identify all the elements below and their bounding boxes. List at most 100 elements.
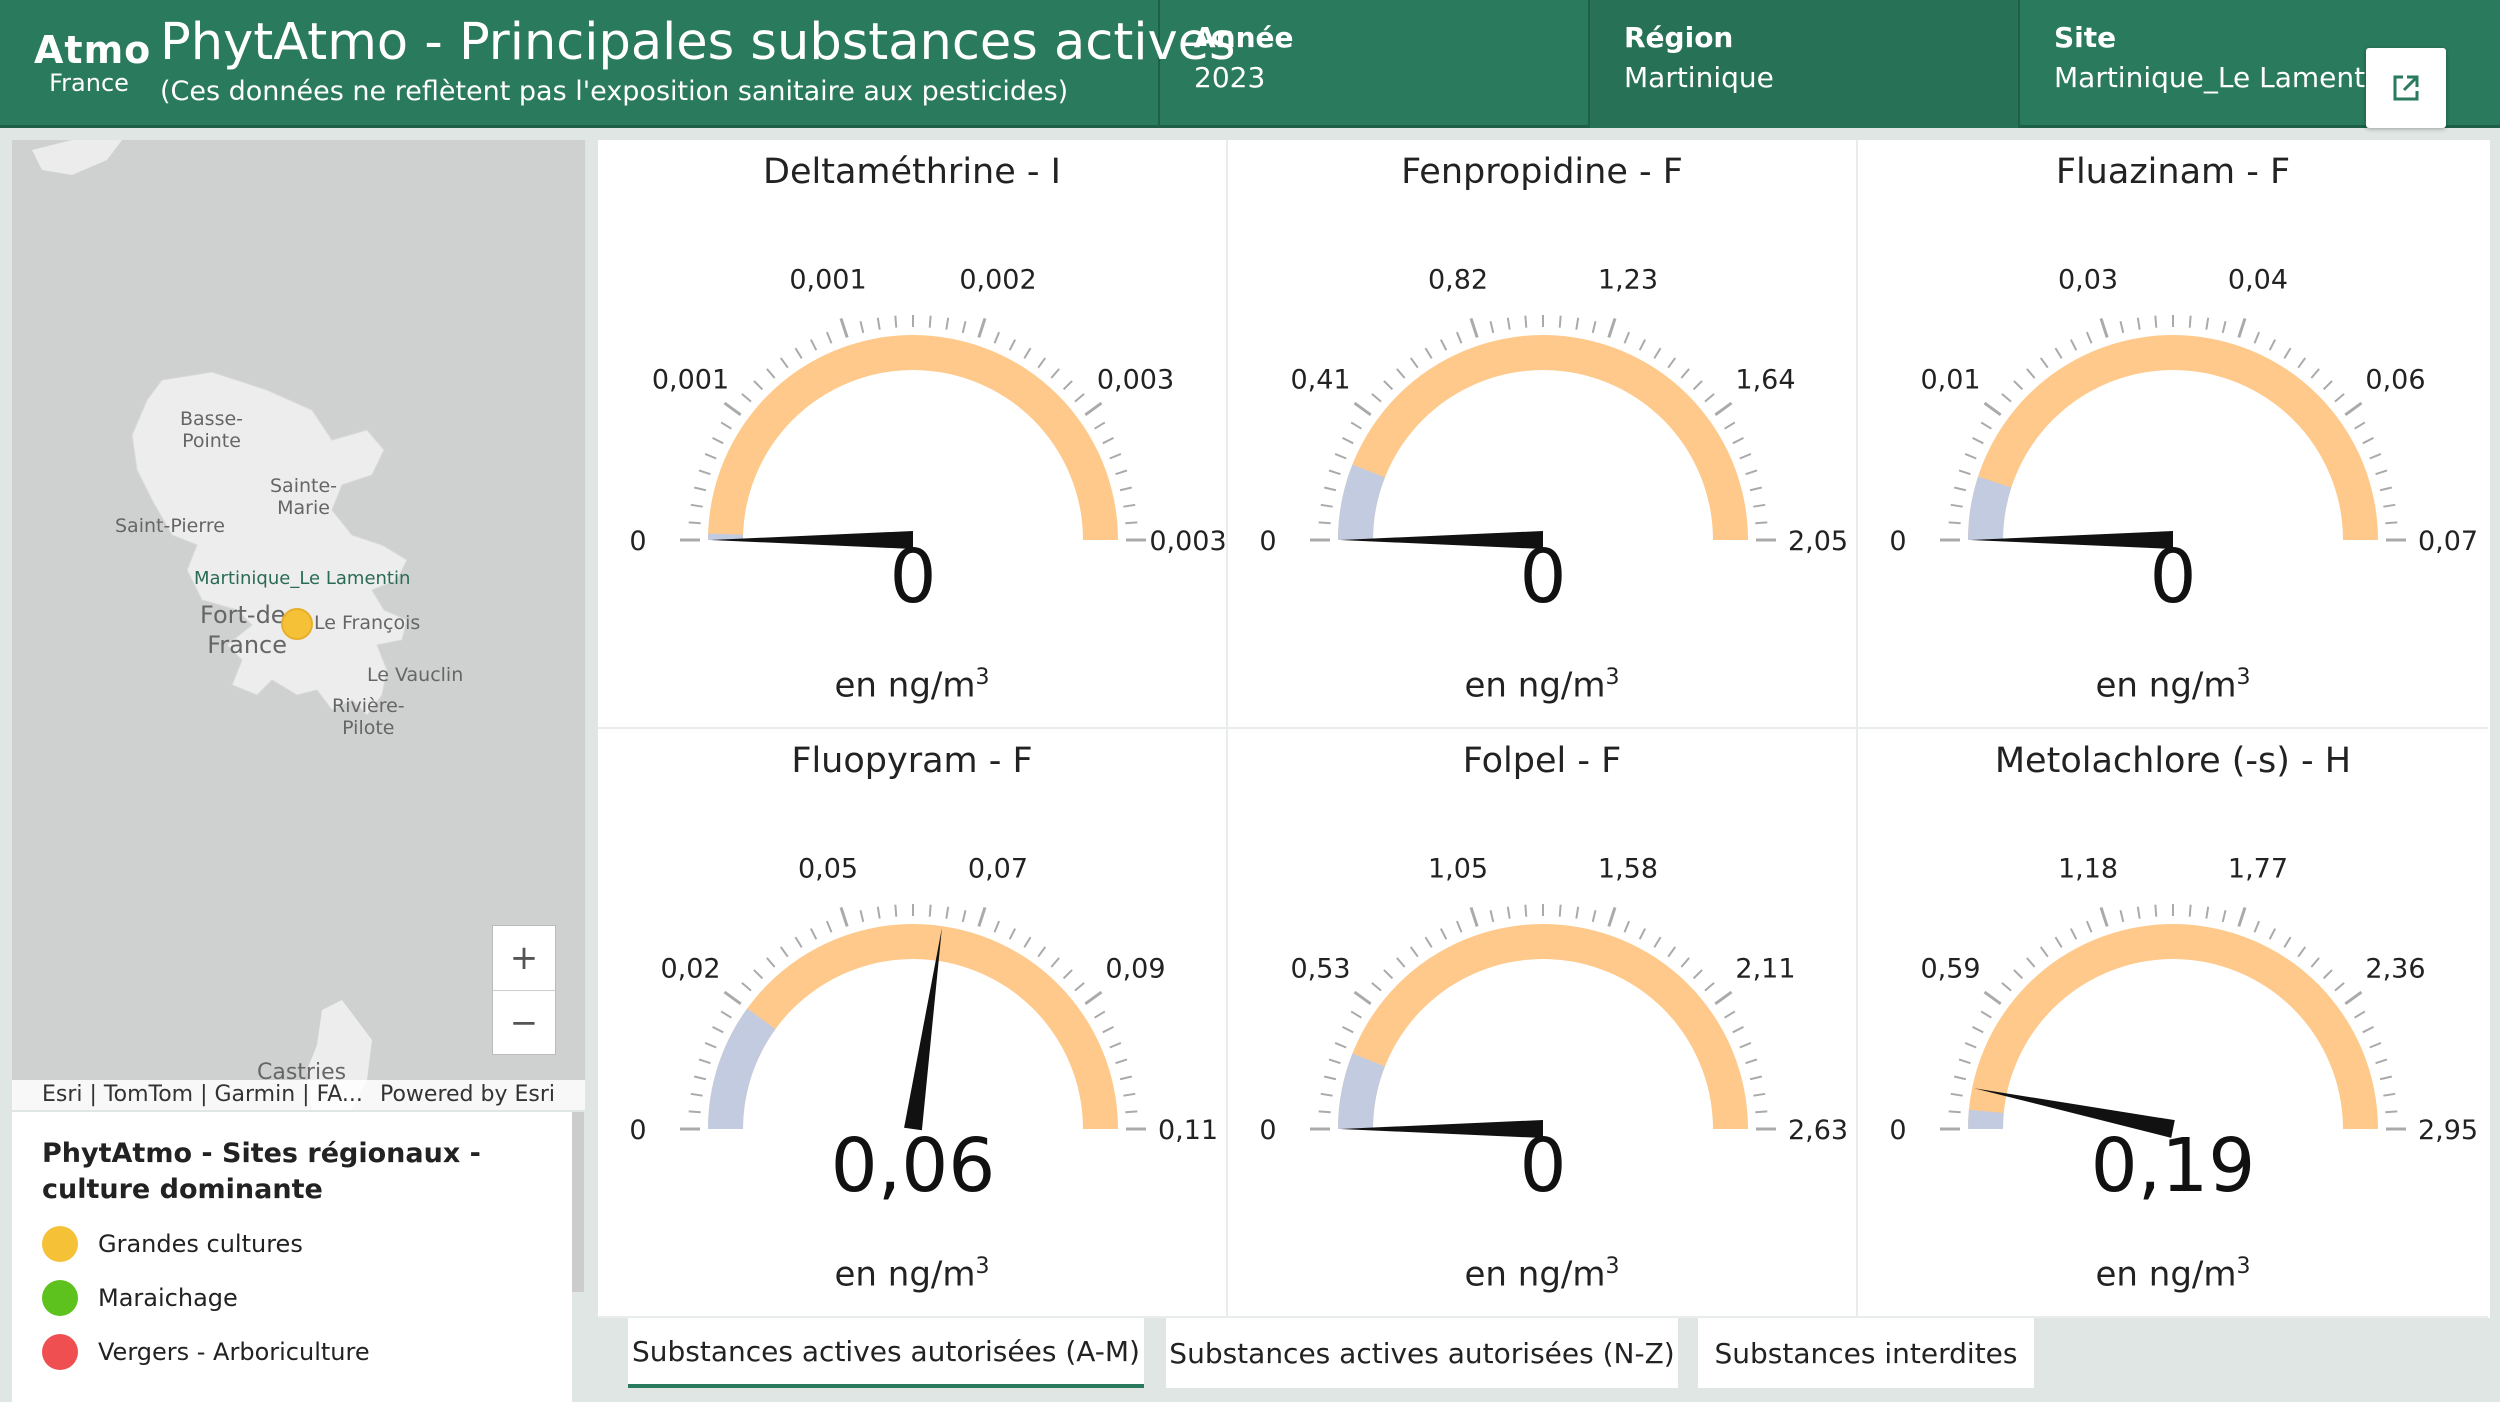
gauge-needle <box>1970 531 2173 549</box>
filter-region[interactable]: Région Martinique <box>1590 0 2020 128</box>
zoom-in-button[interactable]: + <box>509 938 539 978</box>
gauge-ticks <box>680 904 1146 1131</box>
gauge-title: Fenpropidine - F <box>1401 152 1683 192</box>
legend-item: Grandes cultures <box>42 1226 542 1262</box>
gauge-arc <box>708 335 1118 540</box>
legend-scrollbar[interactable] <box>572 1112 584 1292</box>
external-link-icon <box>2393 75 2419 101</box>
tab-autorisees-a-m[interactable]: Substances actives autorisées (A-M) <box>628 1318 1144 1388</box>
gauge-value: 0,06 <box>831 1123 996 1209</box>
gauge-title: Fluopyram - F <box>791 741 1033 781</box>
gauge-tick-label: 0,03 <box>2058 264 2118 295</box>
zoom-out-button[interactable]: − <box>493 990 555 1054</box>
gauge-needle <box>710 531 913 549</box>
gauge-low-band <box>1338 1053 1385 1129</box>
gauge-tick-label: 0,002 <box>959 264 1036 295</box>
map-label-le-vauclin: Le Vauclin <box>367 664 464 686</box>
gauge-tick-label: 2,63 <box>1788 1115 1848 1146</box>
gauge-tick-label: 0 <box>1889 1115 1906 1146</box>
logo-sub-text: France <box>49 69 129 97</box>
gauge-ticks <box>1940 904 2406 1131</box>
map-label-fort-de-france: Fort-de- France <box>200 601 295 659</box>
gauge-tick-label: 0 <box>629 1115 646 1146</box>
gauge-tick-label: 0,02 <box>660 953 720 984</box>
gauge-tick-label: 0,53 <box>1290 953 1350 984</box>
gauge-panel[interactable]: Fluazinam - F 0 0,01 0,03 0,04 0,06 0,07 0 en ng… <box>1858 140 2488 729</box>
gauge-chart: 0 0,02 0,05 0,07 0,09 0,11 0,06 <box>629 853 1218 1209</box>
gauge-panel[interactable]: Fenpropidine - F 0 0,41 0,82 1,23 1,64 2,05 0 en… <box>1228 140 1858 729</box>
gauge-tick-label: 0,06 <box>2365 364 2425 395</box>
gauge-title: Metolachlore (-s) - H <box>1994 741 2352 781</box>
gauge-arc <box>1968 924 2378 1129</box>
open-external-button[interactable] <box>2366 48 2446 128</box>
app-header: Atmo France PhytAtmo - Principales subst… <box>0 0 2500 128</box>
filter-annee[interactable]: Année 2023 <box>1160 0 1590 128</box>
gauge-tick-label: 0,01 <box>1920 364 1980 395</box>
site-marker[interactable] <box>281 608 313 640</box>
filter-site-label: Site <box>2054 21 2117 54</box>
map-label-site[interactable]: Martinique_Le Lamentin <box>194 568 411 589</box>
gauge-panel[interactable]: Deltaméthrine - I 0 0,001 0,001 0,002 0,003 0,… <box>598 140 1228 729</box>
filter-site[interactable]: Site Martinique_Le Lamentin <box>2020 0 2500 128</box>
gauge-unit: en ng/m3 <box>1464 1254 1620 1295</box>
gauge-tick-label: 0 <box>629 526 646 557</box>
gauge-tick-label: 0,82 <box>1428 264 1488 295</box>
gauge-low-band <box>1338 464 1385 540</box>
gauge-tick-label: 0,07 <box>2418 526 2478 557</box>
gauge-ticks <box>680 315 1146 542</box>
gauge-low-band <box>708 533 744 540</box>
gauge-chart: 0 0,41 0,82 1,23 1,64 2,05 0 <box>1259 264 1848 620</box>
legend-item: Vergers - Arboriculture <box>42 1334 542 1370</box>
legend-dot <box>42 1280 78 1316</box>
tab-autorisees-n-z[interactable]: Substances actives autorisées (N-Z) <box>1166 1318 1678 1388</box>
gauge-tick-label: 0,003 <box>1149 526 1226 557</box>
map-view[interactable]: Basse- Pointe Sainte- Marie Saint-Pierre M… <box>12 140 585 1110</box>
gauge-tick-label: 0,003 <box>1097 364 1174 395</box>
gauge-low-band <box>1968 476 2012 540</box>
gauge-tick-label: 0,59 <box>1920 953 1980 984</box>
gauge-value: 0 <box>2149 534 2196 620</box>
gauge-unit: en ng/m3 <box>834 1254 990 1295</box>
map-label-castries: Castries <box>257 1060 347 1085</box>
gauge-unit: en ng/m3 <box>2095 1254 2251 1295</box>
gauge-tick-label: 0,05 <box>798 853 858 884</box>
gauge-arc <box>1968 335 2378 540</box>
gauge-tick-label: 0,41 <box>1290 364 1350 395</box>
map-label-basse-pointe: Basse- Pointe <box>180 408 244 452</box>
filter-annee-label: Année <box>1194 21 1294 54</box>
gauge-value: 0,19 <box>2091 1123 2256 1209</box>
gauge-chart: 0 0,01 0,03 0,04 0,06 0,07 0 <box>1889 264 2478 620</box>
gauge-value: 0 <box>889 534 936 620</box>
map-label-sainte-marie: Sainte- Marie <box>270 475 338 519</box>
tab-bar: Substances actives autorisées (A-M) Subs… <box>598 1318 2490 1402</box>
gauge-unit: en ng/m3 <box>1464 665 1620 706</box>
gauge-tick-label: 2,95 <box>2418 1115 2478 1146</box>
powered-by-esri[interactable]: Powered by Esri <box>379 1082 555 1107</box>
gauge-tick-label: 0 <box>1889 526 1906 557</box>
gauge-title: Fluazinam - F <box>2055 152 2291 192</box>
gauge-needle <box>1340 1120 1543 1138</box>
gauge-title: Deltaméthrine - I <box>763 152 1061 192</box>
gauge-panel[interactable]: Folpel - F 0 0,53 1,05 1,58 2,11 2,63 0 en ng/m3 <box>1228 729 1858 1318</box>
page-title: PhytAtmo - Principales substances active… <box>160 13 1236 72</box>
gauge-low-band <box>1968 1109 2004 1129</box>
map-label-riviere-pilote: Rivière- Pilote <box>332 695 405 739</box>
gauge-tick-label: 0,001 <box>789 264 866 295</box>
gauge-chart: 0 0,001 0,001 0,002 0,003 0,003 0 <box>629 264 1226 620</box>
gauge-tick-label: 0,001 <box>652 364 729 395</box>
gauge-tick-label: 2,36 <box>2365 953 2425 984</box>
gauge-tick-label: 0 <box>1259 526 1276 557</box>
attribution-text[interactable]: Esri | TomTom | Garmin | FA... <box>42 1082 363 1107</box>
filter-annee-value: 2023 <box>1194 61 1266 94</box>
gauge-tick-label: 2,11 <box>1735 953 1795 984</box>
gauge-tick-label: 1,18 <box>2058 853 2118 884</box>
gauge-panel[interactable]: Fluopyram - F 0 0,02 0,05 0,07 0,09 0,11 0,06 en… <box>598 729 1228 1318</box>
gauge-arc <box>1338 335 1748 540</box>
gauge-arc <box>1338 924 1748 1129</box>
gauge-ticks <box>1310 315 1776 542</box>
legend-item: Maraichage <box>42 1280 542 1316</box>
brand-area: Atmo France PhytAtmo - Principales subst… <box>0 0 1236 128</box>
tab-interdites[interactable]: Substances interdites <box>1698 1318 2034 1388</box>
gauge-value: 0 <box>1519 534 1566 620</box>
gauge-panel[interactable]: Metolachlore (-s) - H 0 0,59 1,18 1,77 2,36 2,… <box>1858 729 2488 1318</box>
